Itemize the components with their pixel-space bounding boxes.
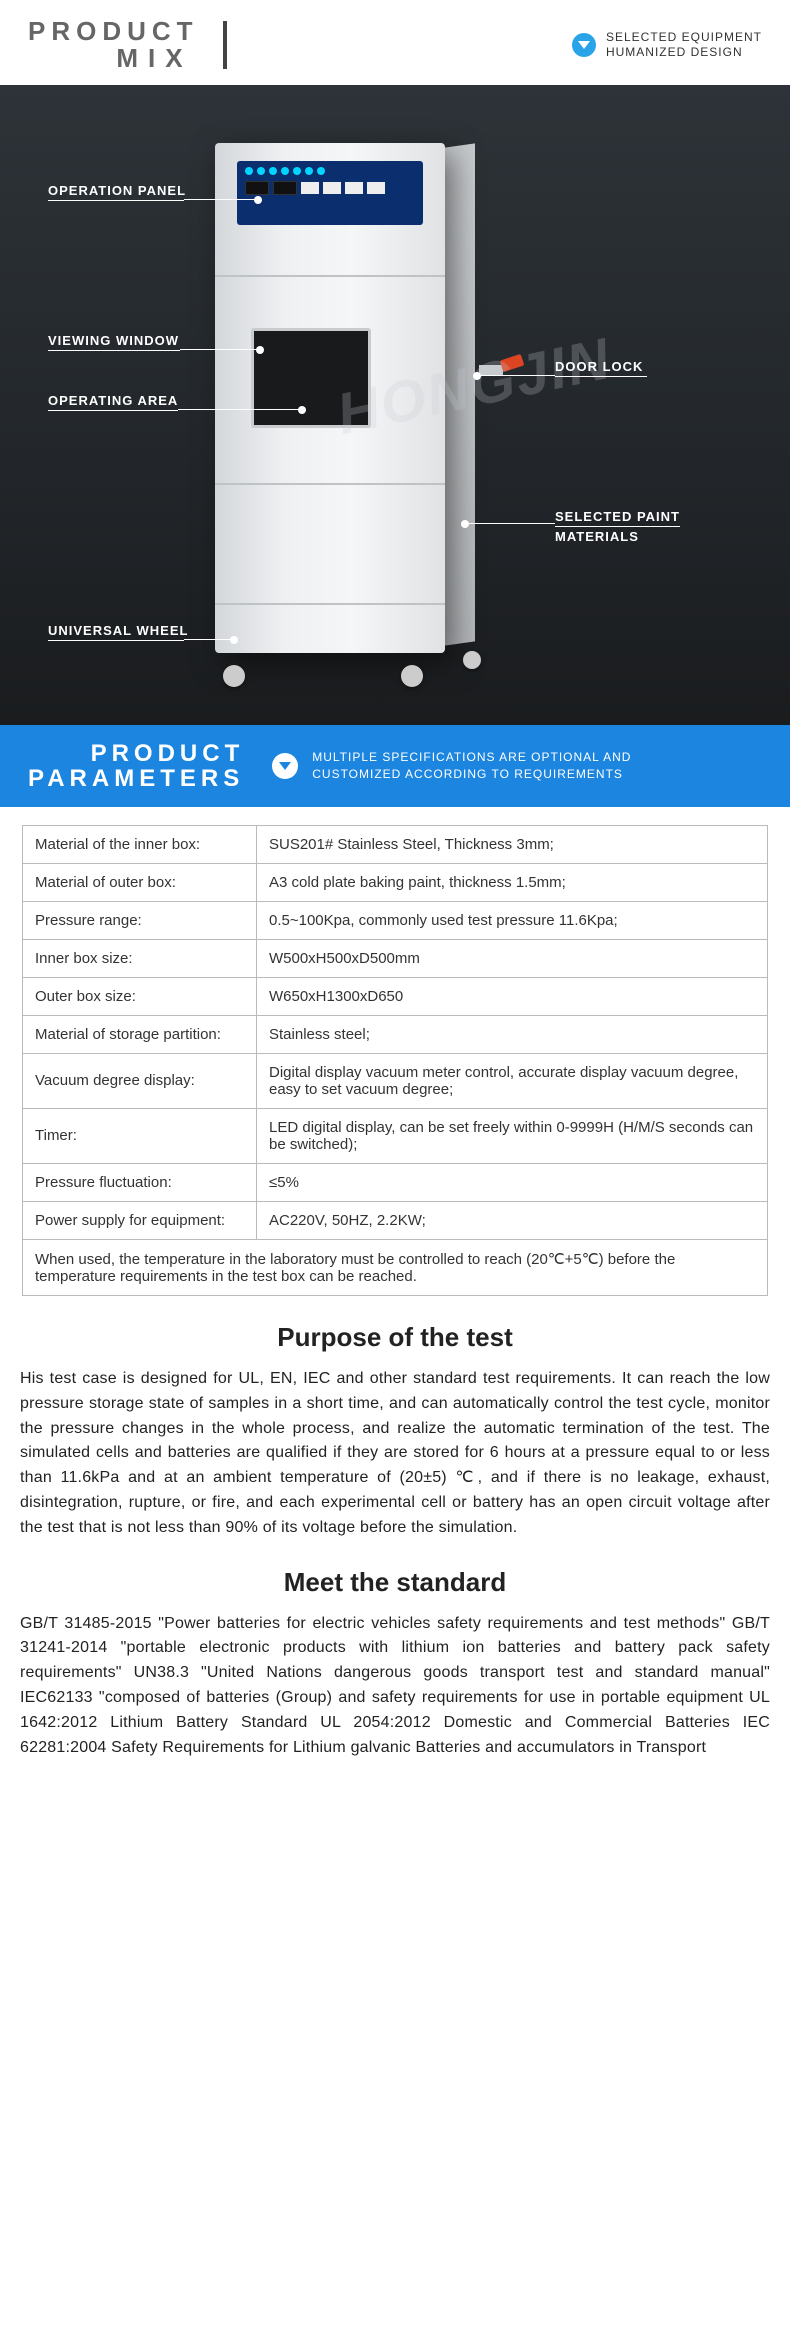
params-right-line1: MULTIPLE SPECIFICATIONS ARE OPTIONAL AND — [312, 749, 631, 766]
table-row: Material of the inner box:SUS201# Stainl… — [23, 825, 768, 863]
spec-value: SUS201# Stainless Steel, Thickness 3mm; — [257, 825, 768, 863]
params-right-text: MULTIPLE SPECIFICATIONS ARE OPTIONAL AND… — [312, 749, 631, 783]
standard-body: GB/T 31485-2015 "Power batteries for ele… — [0, 1612, 790, 1785]
machine-illustration: HONGJIN — [215, 143, 475, 691]
callout-viewing-window: VIEWING WINDOW — [48, 333, 180, 351]
spec-key: Pressure fluctuation: — [23, 1163, 257, 1201]
header-right: SELECTED EQUIPMENT HUMANIZED DESIGN — [572, 30, 762, 61]
table-row: Timer:LED digital display, can be set fr… — [23, 1108, 768, 1163]
header-right-text: SELECTED EQUIPMENT HUMANIZED DESIGN — [606, 30, 762, 61]
spec-table: Material of the inner box:SUS201# Stainl… — [22, 825, 768, 1296]
table-row: Material of outer box:A3 cold plate baki… — [23, 863, 768, 901]
params-title-line1: PRODUCT — [28, 741, 244, 766]
callout-operating-area: OPERATING AREA — [48, 393, 178, 411]
spec-key: Outer box size: — [23, 977, 257, 1015]
table-row: Inner box size:W500xH500xD500mm — [23, 939, 768, 977]
spec-key: Material of the inner box: — [23, 825, 257, 863]
callout-universal-wheel: UNIVERSAL WHEEL — [48, 623, 184, 641]
table-row: Material of storage partition:Stainless … — [23, 1015, 768, 1053]
spec-value: AC220V, 50HZ, 2.2KW; — [257, 1201, 768, 1239]
params-right: MULTIPLE SPECIFICATIONS ARE OPTIONAL AND… — [272, 749, 631, 783]
header-divider — [223, 21, 227, 69]
purpose-body: His test case is designed for UL, EN, IE… — [0, 1367, 790, 1541]
table-row: Pressure fluctuation:≤5% — [23, 1163, 768, 1201]
spec-key: Vacuum degree display: — [23, 1053, 257, 1108]
params-banner: PRODUCT PARAMETERS MULTIPLE SPECIFICATIO… — [0, 725, 790, 807]
arrow-down-icon — [272, 753, 298, 779]
table-row: Vacuum degree display:Digital display va… — [23, 1053, 768, 1108]
callout-door-lock: DOOR LOCK — [555, 359, 647, 377]
table-row: When used, the temperature in the labora… — [23, 1239, 768, 1295]
header-right-line1: SELECTED EQUIPMENT — [606, 30, 762, 46]
table-row: Power supply for equipment:AC220V, 50HZ,… — [23, 1201, 768, 1239]
spec-key: Inner box size: — [23, 939, 257, 977]
spec-key: Material of storage partition: — [23, 1015, 257, 1053]
callout-operation-panel: OPERATION PANEL — [48, 183, 184, 201]
spec-value: 0.5~100Kpa, commonly used test pressure … — [257, 901, 768, 939]
callout-selected-paint: SELECTED PAINT MATERIALS — [555, 509, 685, 544]
arrow-down-icon — [572, 33, 596, 57]
spec-value: W500xH500xD500mm — [257, 939, 768, 977]
spec-key: Power supply for equipment: — [23, 1201, 257, 1239]
header-title: PRODUCT MIX — [28, 18, 199, 73]
spec-value: A3 cold plate baking paint, thickness 1.… — [257, 863, 768, 901]
spec-table-body: Material of the inner box:SUS201# Stainl… — [23, 825, 768, 1295]
wheel-icon — [401, 665, 423, 687]
header-title-line1: PRODUCT — [28, 16, 199, 46]
spec-value: ≤5% — [257, 1163, 768, 1201]
spec-note: When used, the temperature in the labora… — [23, 1239, 768, 1295]
standard-title: Meet the standard — [0, 1567, 790, 1598]
table-row: Outer box size:W650xH1300xD650 — [23, 977, 768, 1015]
header-right-line2: HUMANIZED DESIGN — [606, 45, 762, 61]
spec-key: Pressure range: — [23, 901, 257, 939]
table-row: Pressure range:0.5~100Kpa, commonly used… — [23, 901, 768, 939]
spec-table-wrap: Material of the inner box:SUS201# Stainl… — [0, 807, 790, 1296]
spec-value: W650xH1300xD650 — [257, 977, 768, 1015]
wheel-icon — [463, 651, 481, 669]
params-title-line2: PARAMETERS — [28, 766, 244, 791]
product-stage: HONGJIN OPERATION PANEL VIEWING WINDOW O… — [0, 85, 790, 725]
header-title-line2: MIX — [28, 45, 199, 72]
spec-key: Material of outer box: — [23, 863, 257, 901]
spec-value: Stainless steel; — [257, 1015, 768, 1053]
operation-panel — [237, 161, 423, 225]
params-title: PRODUCT PARAMETERS — [28, 741, 244, 791]
params-right-line2: CUSTOMIZED ACCORDING TO REQUIREMENTS — [312, 766, 631, 783]
spec-key: Timer: — [23, 1108, 257, 1163]
spec-value: LED digital display, can be set freely w… — [257, 1108, 768, 1163]
wheel-icon — [223, 665, 245, 687]
header-product-mix: PRODUCT MIX SELECTED EQUIPMENT HUMANIZED… — [0, 0, 790, 85]
purpose-title: Purpose of the test — [0, 1322, 790, 1353]
spec-value: Digital display vacuum meter control, ac… — [257, 1053, 768, 1108]
